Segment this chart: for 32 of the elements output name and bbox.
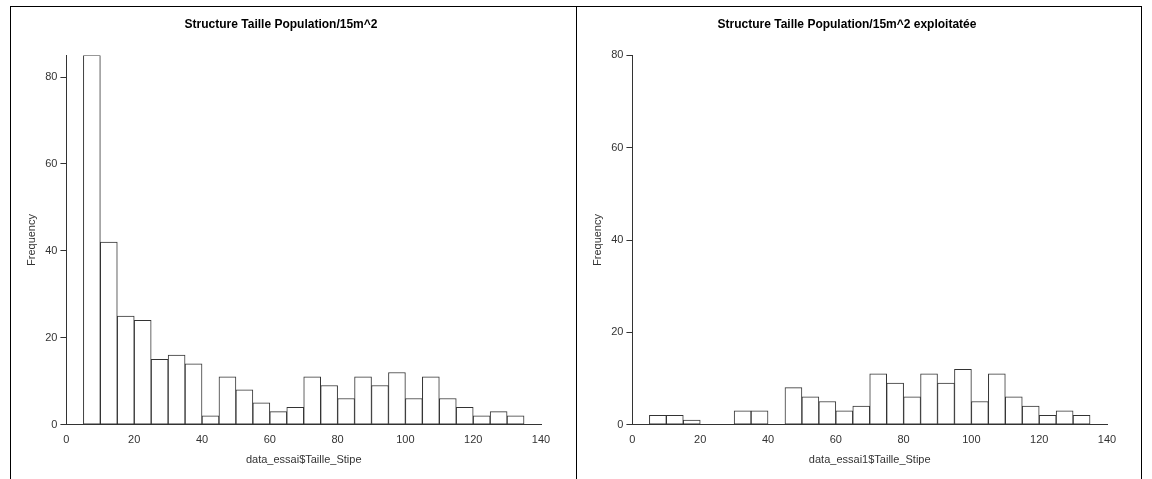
x-tick-label: 40 [195, 433, 209, 446]
x-tick-label: 140 [531, 433, 551, 446]
y-tick-label: 40 [45, 243, 58, 256]
x-tick-label: 120 [1029, 433, 1048, 446]
y-tick-label: 40 [610, 233, 623, 246]
x-tick-label: 80 [896, 433, 910, 446]
chart-title: Structure Taille Population/15m^2 [184, 16, 378, 31]
y-tick-label: 60 [610, 140, 623, 153]
x-tick-label: 0 [628, 433, 635, 446]
x-axis-title: data_essai$Taille_Stipe [245, 453, 362, 466]
x-tick-label: 40 [761, 433, 774, 446]
y-tick-label: 80 [610, 48, 623, 61]
x-tick-label: 0 [63, 433, 70, 446]
x-tick-label: 20 [128, 433, 141, 446]
x-tick-label: 100 [961, 433, 981, 446]
x-tick-label: 80 [331, 433, 344, 446]
x-tick-label: 60 [263, 433, 276, 446]
x-tick-label: 60 [829, 433, 842, 446]
y-tick-label: 0 [616, 417, 623, 430]
x-tick-label: 140 [1097, 433, 1116, 446]
chart-title: Structure Taille Population/15m^2 exploitatée [717, 16, 977, 31]
y-tick-label: 0 [51, 417, 58, 430]
y-tick-label: 20 [45, 330, 58, 343]
y-axis-title: Frequency [590, 213, 603, 266]
x-axis-title: data_essai1$Taille_Stipe [808, 453, 931, 466]
x-tick-label: 100 [396, 433, 415, 446]
y-axis-title: Frequency [24, 213, 37, 266]
x-tick-label: 120 [464, 433, 483, 446]
y-tick-label: 20 [610, 325, 623, 338]
y-tick-label: 60 [45, 157, 58, 170]
x-tick-label: 20 [693, 433, 706, 446]
y-tick-label: 80 [45, 70, 58, 83]
